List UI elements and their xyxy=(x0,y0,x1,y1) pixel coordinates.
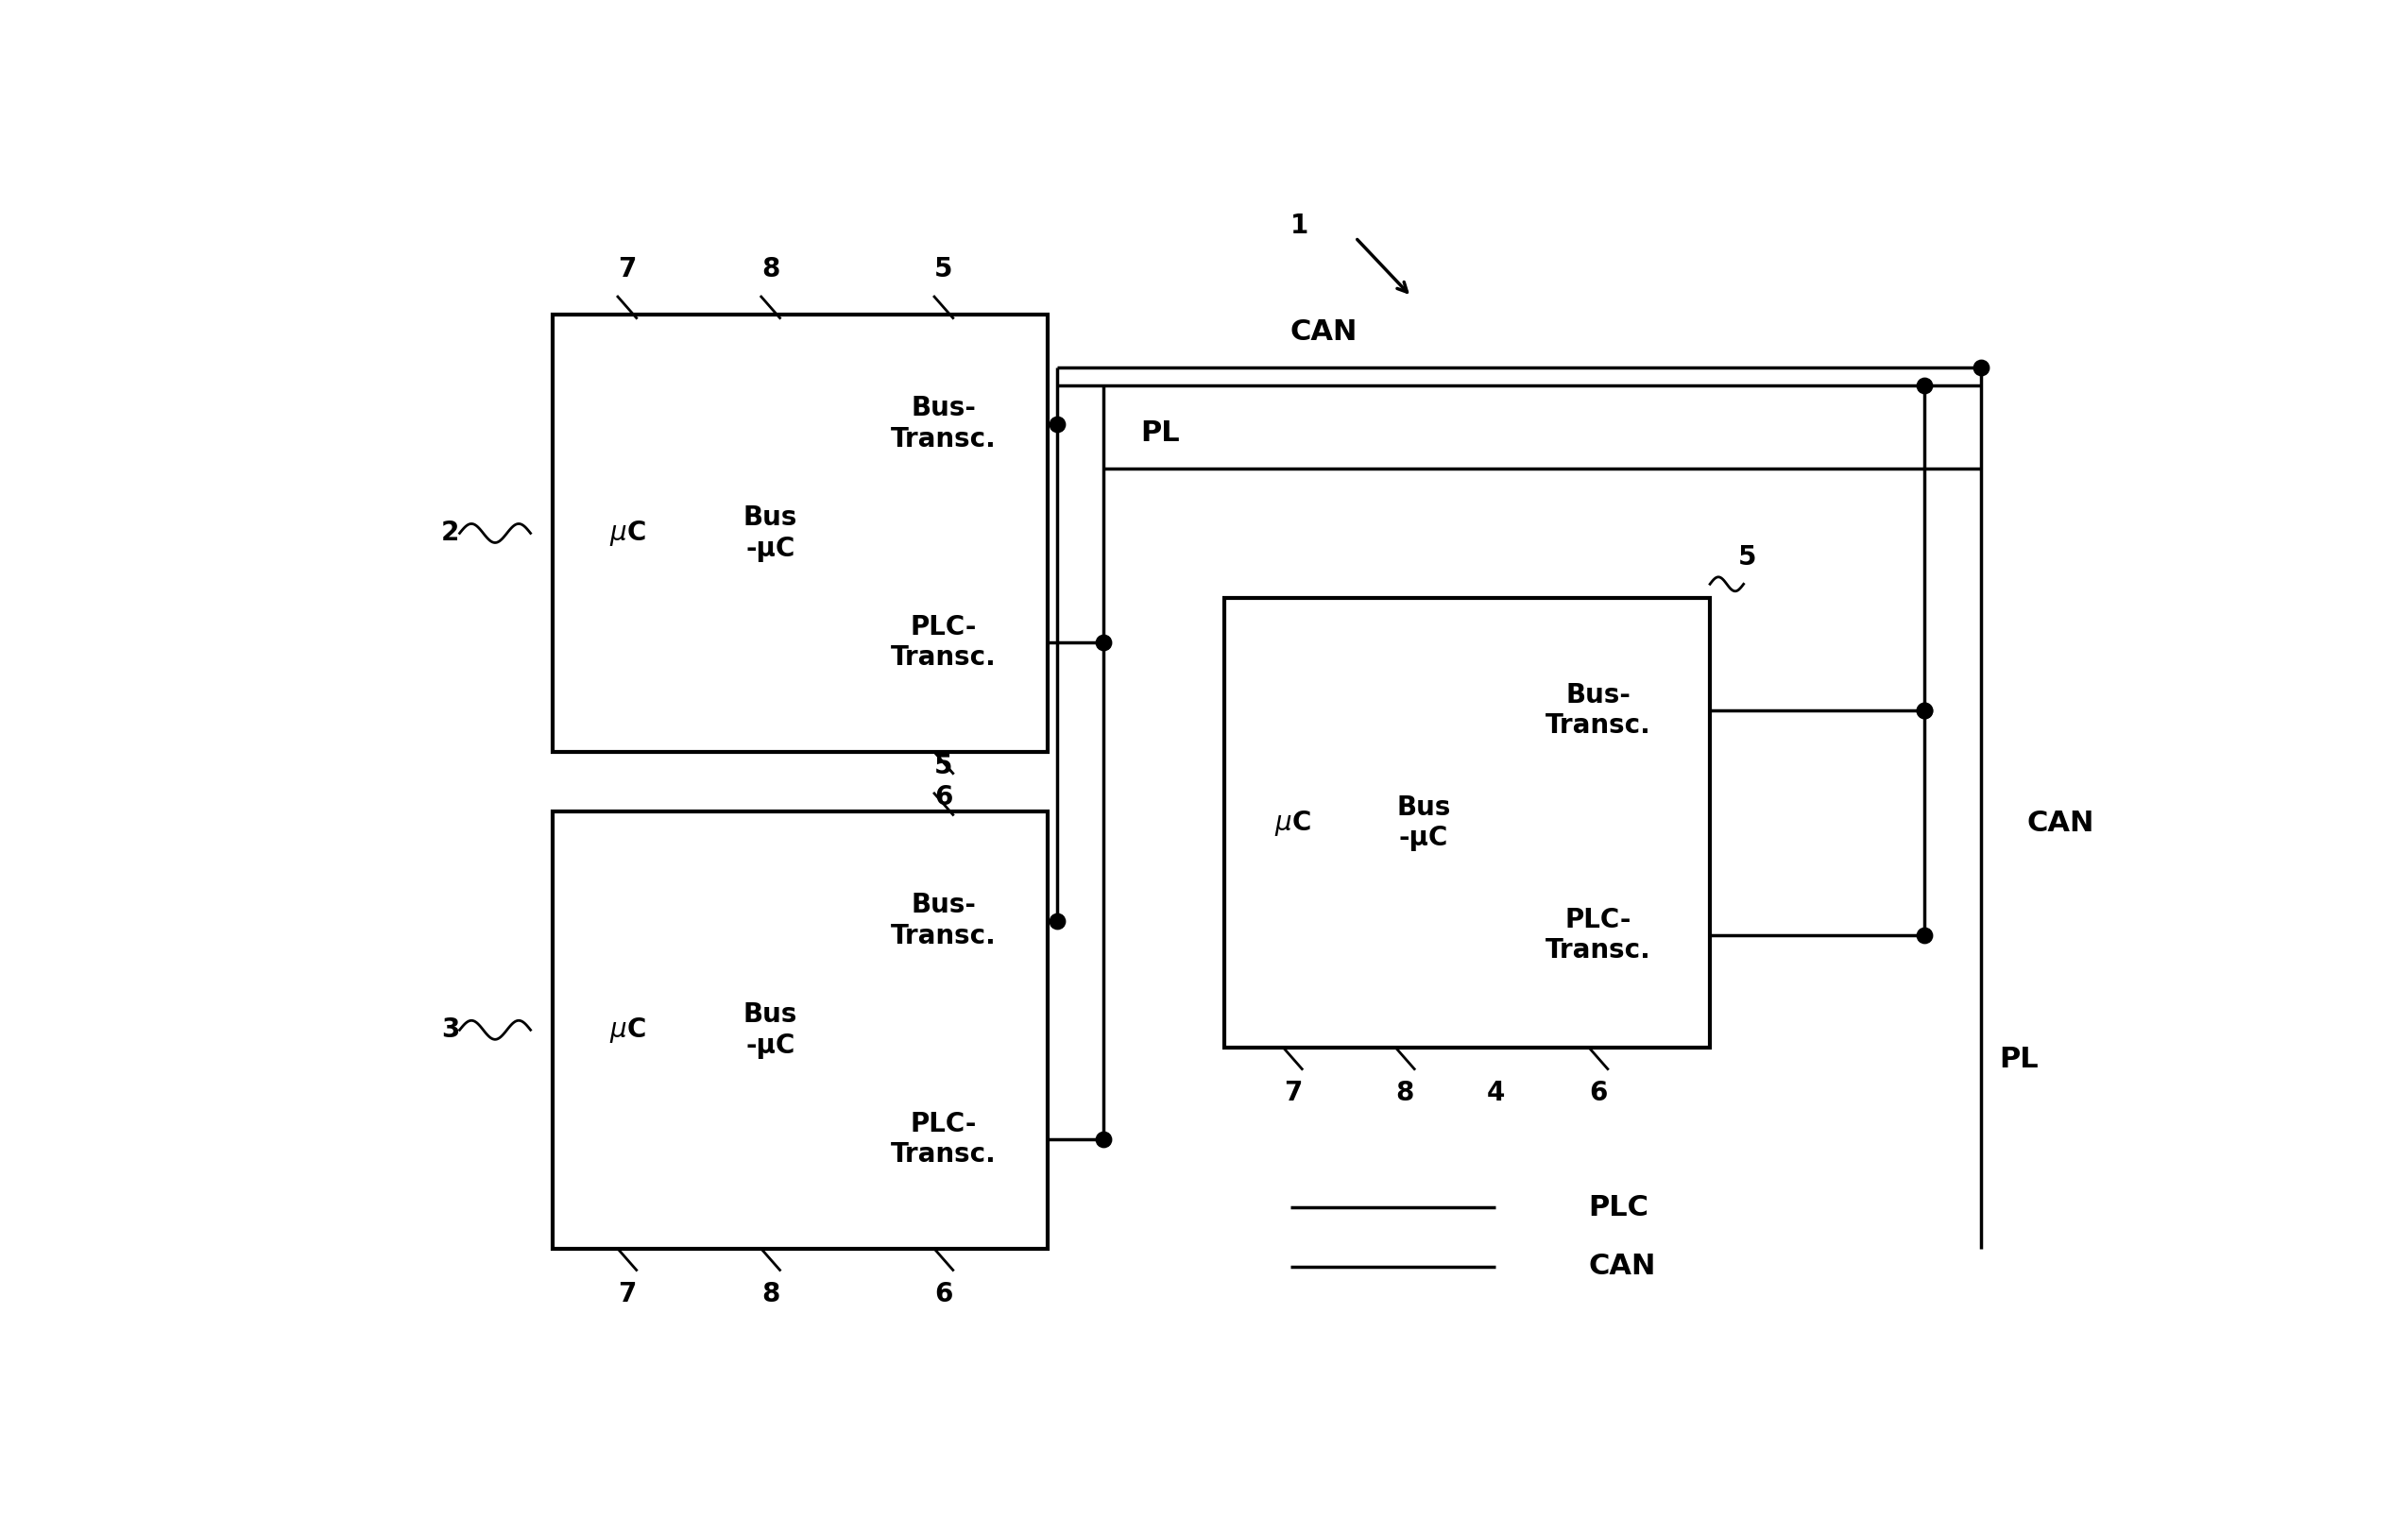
Bar xyxy=(554,811,1047,1249)
Text: 7: 7 xyxy=(619,257,636,283)
Text: CAN: CAN xyxy=(1291,318,1358,346)
Point xyxy=(1905,699,1943,723)
Text: PL: PL xyxy=(1141,419,1180,447)
Text: 6: 6 xyxy=(1589,1080,1609,1106)
Text: 8: 8 xyxy=(761,1281,780,1307)
Text: Bus-
Transc.: Bus- Transc. xyxy=(891,892,997,949)
Text: PLC-
Transc.: PLC- Transc. xyxy=(1546,906,1652,965)
Text: 6: 6 xyxy=(934,783,954,809)
Text: 6: 6 xyxy=(934,1281,954,1307)
Text: $\mu$C: $\mu$C xyxy=(609,1015,645,1044)
Text: CAN: CAN xyxy=(1589,1253,1657,1279)
Text: Bus-
Transc.: Bus- Transc. xyxy=(1546,682,1652,739)
Point xyxy=(1905,373,1943,398)
Text: 5: 5 xyxy=(1739,544,1755,570)
Text: 5: 5 xyxy=(934,753,954,779)
Text: 8: 8 xyxy=(761,257,780,283)
Text: Bus
-μC: Bus -μC xyxy=(744,505,797,562)
Bar xyxy=(1226,599,1710,1048)
Point xyxy=(1084,1127,1122,1152)
Point xyxy=(1905,699,1943,723)
Text: 7: 7 xyxy=(1283,1080,1303,1106)
Text: 8: 8 xyxy=(1397,1080,1413,1106)
Text: Bus
-μC: Bus -μC xyxy=(744,1001,797,1058)
Point xyxy=(1084,630,1122,654)
Text: Bus-
Transc.: Bus- Transc. xyxy=(891,395,997,452)
Text: 7: 7 xyxy=(619,1281,636,1307)
Text: PL: PL xyxy=(1999,1046,2040,1074)
Text: 2: 2 xyxy=(441,521,460,547)
Text: 4: 4 xyxy=(1488,1080,1505,1106)
Text: $\mu$C: $\mu$C xyxy=(609,519,645,548)
Text: Bus
-μC: Bus -μC xyxy=(1397,794,1450,851)
Text: PLC-
Transc.: PLC- Transc. xyxy=(891,614,997,671)
Point xyxy=(1038,908,1076,932)
Text: 5: 5 xyxy=(934,257,954,283)
Text: CAN: CAN xyxy=(2028,809,2095,837)
Point xyxy=(1905,923,1943,948)
Text: PLC-
Transc.: PLC- Transc. xyxy=(891,1111,997,1167)
Text: 1: 1 xyxy=(1291,212,1308,240)
Text: PLC: PLC xyxy=(1589,1193,1649,1221)
Text: $\mu$C: $\mu$C xyxy=(1274,808,1310,837)
Point xyxy=(1038,412,1076,436)
Text: 3: 3 xyxy=(441,1017,460,1043)
Point xyxy=(1960,355,1999,379)
Bar xyxy=(554,315,1047,753)
